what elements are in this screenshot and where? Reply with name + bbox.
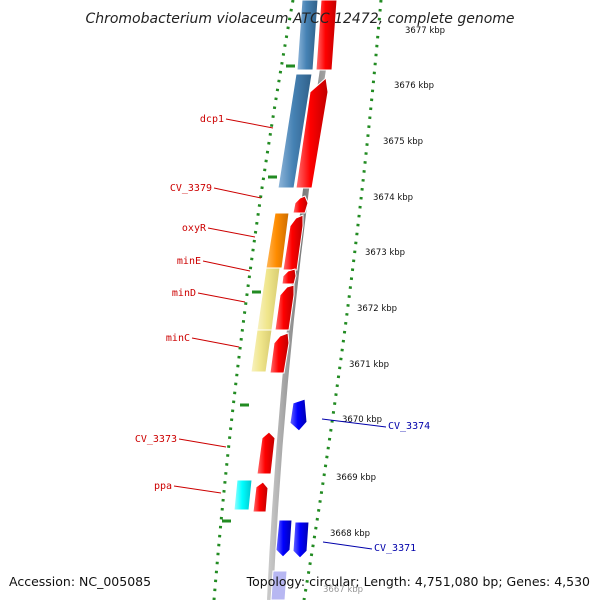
- gene-red-cv3379: [292, 195, 309, 214]
- gene-label-ppa[interactable]: ppa: [154, 481, 172, 492]
- gene-orange-oxyr: [265, 212, 290, 269]
- left-gene-labels: dcp1 CV_3379 oxyR minE minD minC CV_3373…: [135, 114, 274, 494]
- gene-red-cv3373: [256, 431, 276, 475]
- gene-cyan-ppa: [233, 479, 253, 511]
- leader-line: [178, 438, 227, 448]
- gene-label-cv3379[interactable]: CV_3379: [170, 183, 212, 194]
- gene-features: [233, 0, 338, 600]
- leader-line: [173, 485, 222, 494]
- gene-red-ppa: [252, 481, 269, 513]
- gene-steelblue-1: [296, 0, 319, 71]
- gene-label-dcp1[interactable]: dcp1: [200, 114, 224, 125]
- gene-red-mine: [281, 268, 297, 285]
- genome-title: Chromobacterium violaceum ATCC 12472, co…: [85, 11, 514, 27]
- tick-label: 3674 kbp: [373, 193, 413, 203]
- gene-red-mind: [274, 284, 295, 331]
- gene-blue-cv3371b: [292, 521, 310, 559]
- tick-label: 3676 kbp: [394, 81, 434, 91]
- leader-line: [197, 292, 246, 303]
- gene-label-cv3374[interactable]: CV_3374: [388, 421, 430, 432]
- tick-label: 3677 kbp: [405, 26, 445, 36]
- inner-tick-marks: [222, 64, 295, 523]
- leader-line: [321, 418, 387, 428]
- right-gene-labels: CV_3374 CV_3371: [321, 418, 430, 554]
- leader-line: [225, 118, 274, 129]
- tick-label: 3671 kbp: [349, 360, 389, 370]
- gene-label-minc[interactable]: minC: [166, 333, 190, 344]
- tick-label: 3668 kbp: [330, 529, 370, 539]
- gene-label-cv3371[interactable]: CV_3371: [374, 543, 416, 554]
- gene-label-mine[interactable]: minE: [177, 256, 201, 267]
- gene-label-oxyr[interactable]: oxyR: [182, 223, 207, 234]
- tick-label: 3670 kbp: [342, 415, 382, 425]
- tick-label: 3673 kbp: [365, 248, 405, 258]
- gene-red-dcp1: [295, 77, 329, 189]
- leader-line: [322, 541, 373, 550]
- gene-label-mind[interactable]: minD: [172, 288, 196, 299]
- gene-steelblue-dcp1: [277, 73, 313, 189]
- gene-khaki-minc: [250, 329, 273, 373]
- leader-line: [207, 227, 256, 238]
- leader-line: [191, 337, 240, 348]
- accession-text: Accession: NC_005085: [9, 574, 151, 589]
- genome-summary-text: Topology: circular; Length: 4,751,080 bp…: [246, 574, 590, 589]
- gene-blue-cv3371a: [275, 519, 293, 558]
- gene-red-oxyr: [282, 214, 304, 271]
- gene-red-1: [315, 0, 338, 71]
- tick-labels: 3677 kbp 3676 kbp 3675 kbp 3674 kbp 3673…: [323, 26, 445, 595]
- gene-blue-cv3374: [289, 398, 308, 432]
- tick-label: 3667 kbp: [323, 585, 363, 595]
- leader-line: [213, 187, 262, 199]
- tick-label: 3672 kbp: [357, 304, 397, 314]
- tick-label: 3669 kbp: [336, 473, 376, 483]
- gene-label-cv3373[interactable]: CV_3373: [135, 434, 177, 445]
- gene-red-minc: [269, 332, 290, 374]
- tick-label: 3675 kbp: [383, 137, 423, 147]
- gene-faded-bottom: [270, 570, 288, 600]
- leader-line: [202, 260, 251, 272]
